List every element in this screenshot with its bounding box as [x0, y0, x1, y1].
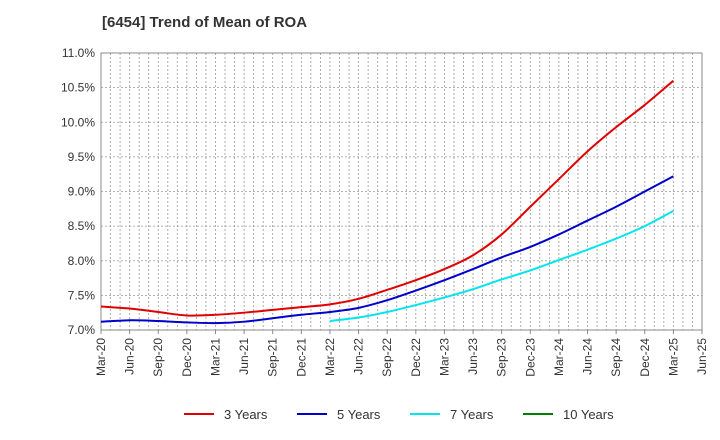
x-tick-label: Dec-20	[180, 338, 194, 377]
x-tick-label: Sep-23	[495, 338, 509, 377]
x-tick-label: Mar-23	[437, 338, 451, 376]
y-tick-label: 7.5%	[68, 288, 96, 302]
y-tick-label: 11.0%	[62, 46, 95, 60]
x-tick-label: Jun-22	[352, 338, 366, 375]
grid	[100, 52, 703, 331]
x-tick-label: Sep-20	[151, 338, 165, 377]
x-tick-label: Mar-24	[552, 338, 566, 376]
y-tick-label: 9.5%	[68, 150, 96, 164]
x-tick-label: Mar-25	[666, 338, 680, 376]
x-tick-label: Mar-20	[94, 338, 108, 376]
x-tick-label: Jun-24	[581, 338, 595, 375]
y-tick-label: 7.0%	[68, 323, 96, 337]
series-line-5-years	[100, 175, 674, 325]
y-tick-label: 9.0%	[68, 185, 96, 199]
x-tick-label: Mar-22	[323, 338, 337, 376]
x-tick-label: Jun-20	[123, 338, 137, 375]
x-tick-label: Dec-22	[409, 338, 423, 377]
series-line-7-years	[329, 210, 674, 322]
x-tick-label: Mar-21	[208, 338, 222, 376]
x-tick-label: Jun-23	[466, 338, 480, 375]
y-axis: 7.0% 7.5% 8.0% 8.5% 9.0% 9.5% 10.0% 10.5% 11.0%	[61, 46, 95, 337]
x-axis: Mar-20 Jun-20 Sep-20 Dec-20 Mar-21 Jun-21 Sep-…	[94, 330, 709, 377]
y-tick-label: 8.0%	[68, 254, 96, 268]
x-tick-label: Dec-21	[294, 338, 308, 377]
chart-title: [6454] Trend of Mean of ROA	[102, 14, 308, 31]
legend: 3 Years 5 Years 7 Years 10 Years	[184, 407, 614, 422]
x-tick-label: Dec-23	[523, 338, 537, 377]
y-tick-label: 10.5%	[61, 81, 95, 95]
x-tick-label: Dec-24	[638, 338, 652, 377]
y-tick-label: 8.5%	[68, 219, 96, 233]
plot-area	[100, 52, 703, 331]
x-tick-label: Jun-21	[237, 338, 251, 375]
legend-label-10-years: 10 Years	[563, 407, 614, 422]
series-lines	[100, 79, 675, 325]
x-tick-label: Sep-21	[266, 338, 280, 377]
legend-label-5-years: 5 Years	[337, 407, 381, 422]
x-tick-label: Sep-24	[609, 338, 623, 377]
legend-label-3-years: 3 Years	[224, 407, 268, 422]
y-tick-label: 10.0%	[61, 115, 95, 129]
x-tick-label: Jun-25	[695, 338, 709, 375]
legend-label-7-years: 7 Years	[450, 407, 494, 422]
x-tick-label: Sep-22	[380, 338, 394, 377]
series-line-3-years	[100, 79, 675, 317]
